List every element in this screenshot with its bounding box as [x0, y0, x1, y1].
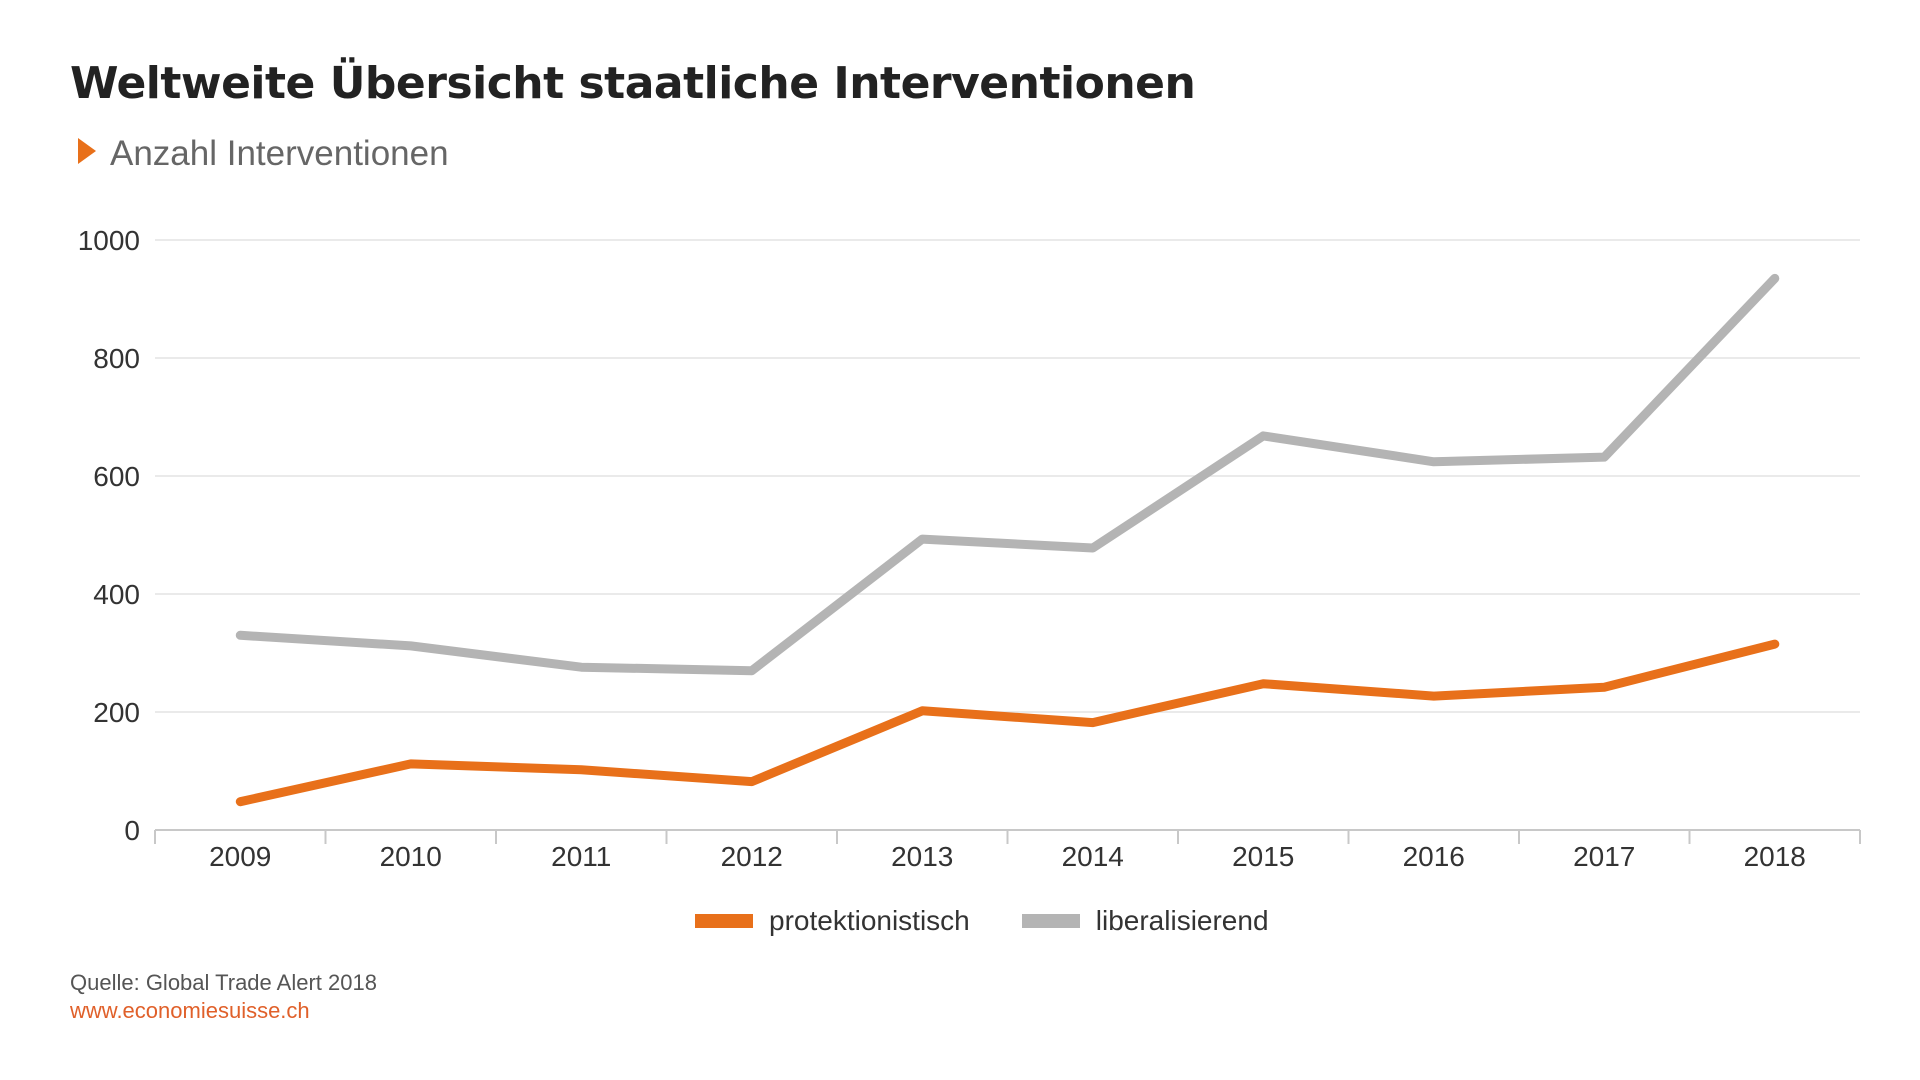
x-tick-label: 2012: [721, 841, 783, 872]
y-tick-label: 600: [93, 461, 140, 492]
x-tick-label: 2015: [1232, 841, 1294, 872]
y-tick-label: 0: [124, 815, 140, 846]
gridlines: [155, 239, 1860, 713]
y-axis-ticks: 0 200 400 600 800 1000: [78, 225, 140, 846]
x-tick-label: 2018: [1744, 841, 1806, 872]
legend-item: liberalisierend: [1021, 905, 1269, 937]
source-note: Quelle: Global Trade Alert 2018: [70, 970, 377, 995]
legend-item: protektionistisch: [695, 905, 970, 937]
chart-subtitle: Anzahl Interventionen: [78, 134, 449, 174]
legend: protektionistisch liberalisierend: [695, 905, 1321, 937]
x-tick-label: 2017: [1573, 841, 1635, 872]
y-tick-label: 200: [93, 697, 140, 728]
legend-swatch: [695, 914, 753, 928]
legend-swatch: [1021, 914, 1080, 928]
subtitle-text: Anzahl Interventionen: [110, 134, 449, 173]
chart-title: Weltweite Übersicht staatliche Intervent…: [70, 58, 1196, 109]
x-tick-label: 2009: [209, 841, 271, 872]
triangle-bullet-icon: [78, 138, 96, 164]
series-lines: [235, 273, 1780, 807]
x-tick-label: 2013: [891, 841, 953, 872]
website-link[interactable]: www.economiesuisse.ch: [70, 998, 310, 1023]
y-tick-label: 1000: [78, 225, 140, 256]
legend-label: liberalisierend: [1095, 905, 1269, 936]
x-axis: 2009 2010 2011 2012 2013 2014 2015 2016 2017 2018: [154, 829, 1861, 872]
y-tick-label: 400: [93, 579, 140, 610]
x-tick-label: 2010: [380, 841, 442, 872]
x-tick-label: 2014: [1062, 841, 1124, 872]
series-line-protektionistisch: [235, 639, 1780, 807]
x-tick-label: 2011: [551, 841, 611, 872]
legend-label: protektionistisch: [769, 905, 970, 936]
x-tick-label: 2016: [1403, 841, 1465, 872]
y-tick-label: 800: [93, 343, 140, 374]
series-line-liberalisierend: [235, 273, 1780, 676]
